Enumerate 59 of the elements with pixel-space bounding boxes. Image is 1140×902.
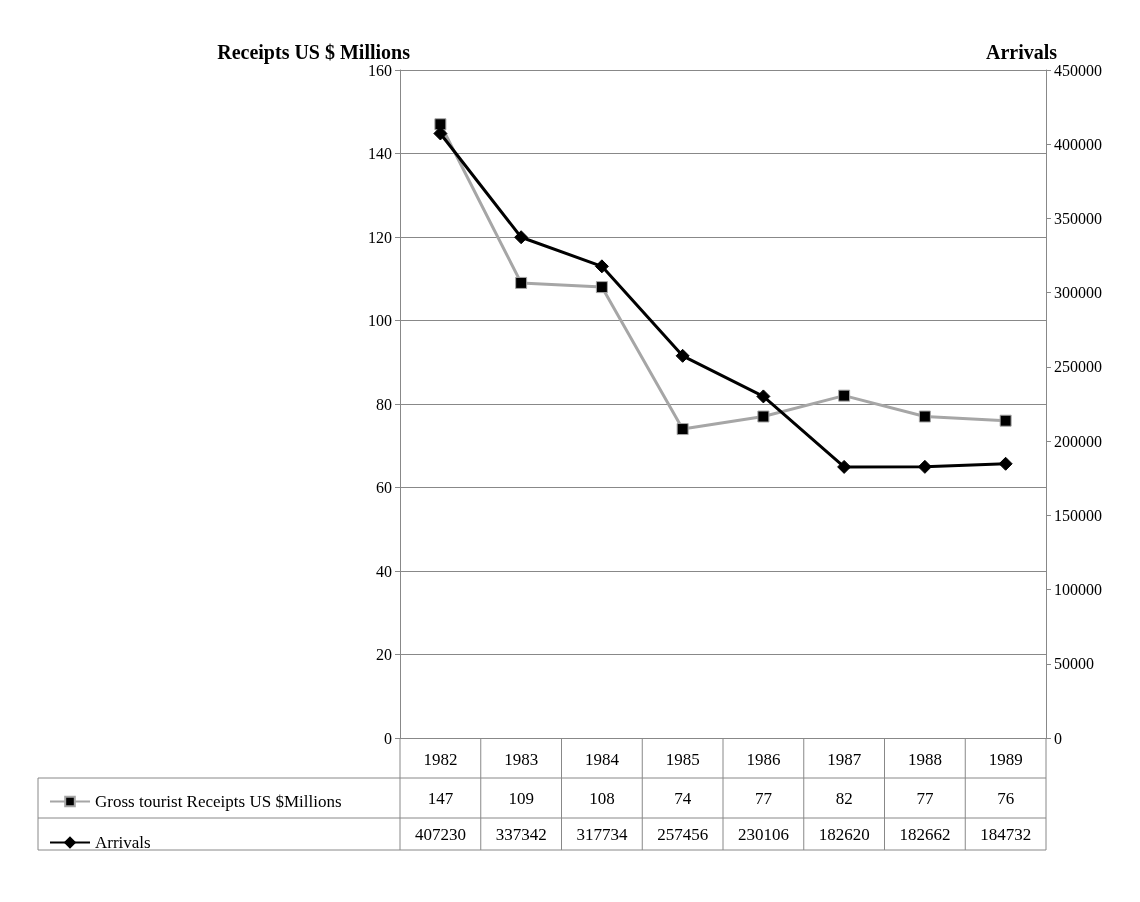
data-label: 184732	[980, 824, 1032, 844]
legend-label: Arrivals	[95, 833, 151, 852]
point	[757, 410, 770, 423]
y-tick-label: 0	[384, 729, 392, 747]
y2-axis-title: Arrivals	[986, 41, 1058, 64]
point	[515, 276, 528, 289]
point	[917, 459, 932, 474]
data-label: 230106	[737, 824, 789, 844]
data-label: 77	[754, 788, 773, 808]
x-tick-label: 1988	[907, 750, 942, 769]
point	[756, 389, 771, 404]
data-label: 182620	[818, 824, 870, 844]
x-tick-label: 1986	[746, 750, 781, 769]
data-label: 147	[427, 788, 454, 808]
x-tick-label: 1983	[504, 750, 539, 769]
y2-tick-label: 0	[1054, 729, 1062, 747]
y-tick-label: 100	[368, 312, 392, 329]
point	[918, 410, 931, 423]
point	[594, 259, 609, 274]
y2-tick-label: 350000	[1054, 209, 1102, 227]
y2-tick-label: 400000	[1054, 135, 1102, 153]
y-tick-label: 20	[376, 646, 392, 663]
point	[675, 348, 690, 363]
x-tick-label: 1984	[584, 750, 620, 769]
x-tick-label: 1989	[988, 750, 1023, 769]
legend-label: Gross tourist Receipts US $Millions	[95, 792, 342, 811]
point	[514, 230, 529, 245]
point	[998, 456, 1013, 471]
data-label: 109	[508, 788, 534, 808]
point	[837, 459, 852, 474]
y2-tick-label: 200000	[1054, 432, 1102, 450]
x-tick-label: 1982	[423, 750, 458, 769]
point	[595, 281, 608, 294]
point	[999, 414, 1012, 427]
y2-tick-label: 50000	[1054, 655, 1094, 673]
data-label: 407230	[414, 824, 466, 844]
y-tick-label: 140	[368, 145, 392, 162]
data-label: 76	[997, 788, 1015, 808]
data-label: 317734	[576, 824, 628, 844]
y-tick-label: 120	[368, 228, 392, 246]
y2-tick-label: 150000	[1054, 506, 1102, 524]
y2-tick-label: 300000	[1054, 284, 1102, 302]
data-label: 257456	[657, 824, 709, 844]
data-label: 182662	[899, 824, 951, 844]
point	[838, 389, 851, 402]
data-label: 108	[589, 788, 615, 808]
data-label: 82	[835, 788, 853, 808]
y-tick-label: 80	[376, 395, 392, 413]
y2-tick-label: 100000	[1054, 581, 1102, 599]
y2-tick-label: 450000	[1054, 61, 1102, 79]
data-label: 77	[916, 788, 934, 808]
x-tick-label: 1987	[827, 750, 862, 769]
y-tick-label: 60	[376, 479, 392, 496]
data-label: 337342	[495, 824, 547, 844]
x-tick-label: 1985	[665, 750, 700, 769]
point	[676, 423, 689, 436]
data-label: 74	[674, 788, 692, 808]
y-tick-label: 40	[376, 562, 392, 580]
y2-tick-label: 250000	[1054, 358, 1102, 376]
